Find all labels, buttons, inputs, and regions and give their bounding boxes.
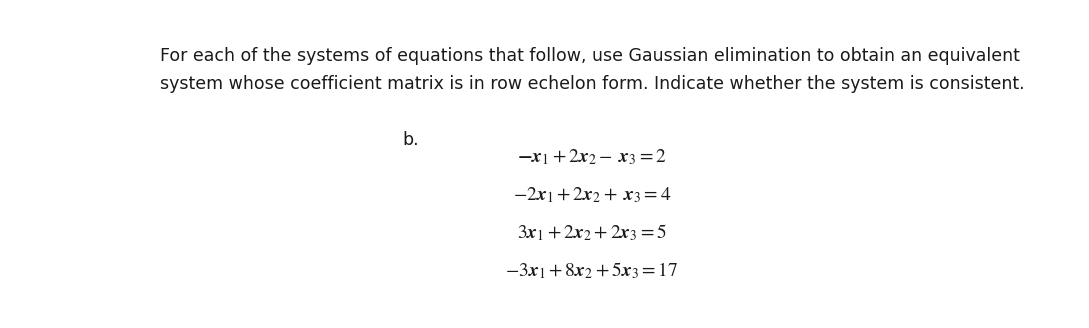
Text: b.: b. <box>402 132 418 149</box>
Text: For each of the systems of equations that follow, use Gaussian elimination to ob: For each of the systems of equations tha… <box>160 47 1019 65</box>
Text: $3\boldsymbol{x}_1 + 2\boldsymbol{x}_2 + 2\boldsymbol{x}_3 = 5$: $3\boldsymbol{x}_1 + 2\boldsymbol{x}_2 +… <box>517 222 666 243</box>
Text: $-3\boldsymbol{x}_1 + 8\boldsymbol{x}_2 + 5\boldsymbol{x}_3 = 17$: $-3\boldsymbol{x}_1 + 8\boldsymbol{x}_2 … <box>505 260 678 281</box>
Text: $\mathbf{-}\boldsymbol{x}_1 + 2\boldsymbol{x}_2 -\; \boldsymbol{x}_3 = 2$: $\mathbf{-}\boldsymbol{x}_1 + 2\boldsymb… <box>517 147 666 167</box>
Text: system whose coefficient matrix is in row echelon form. Indicate whether the sys: system whose coefficient matrix is in ro… <box>160 47 1025 93</box>
Text: $-2\boldsymbol{x}_1 + 2\boldsymbol{x}_2 + \; \boldsymbol{x}_3 = 4$: $-2\boldsymbol{x}_1 + 2\boldsymbol{x}_2 … <box>513 185 671 205</box>
